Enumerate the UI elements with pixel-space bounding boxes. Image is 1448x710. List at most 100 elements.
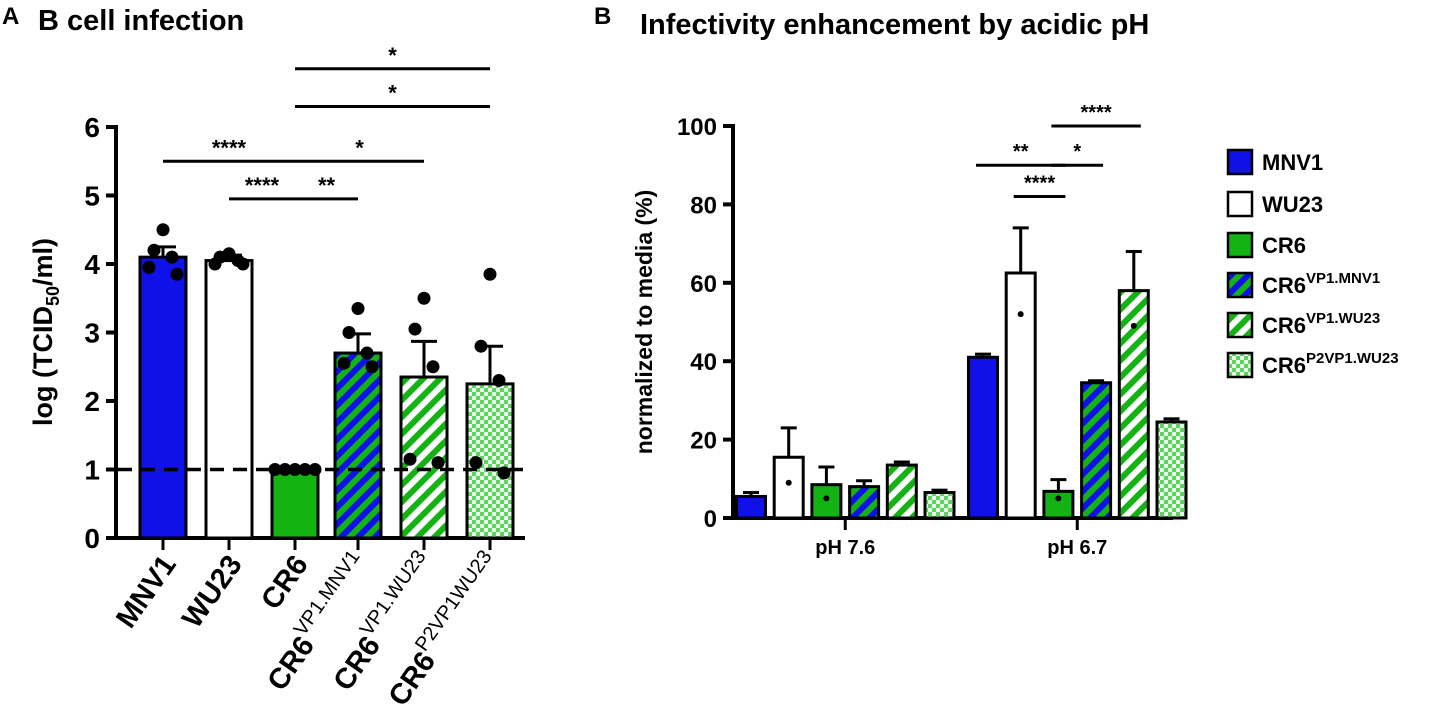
panel-a-data-point xyxy=(170,267,184,281)
panel-b-legend-base: WU23 xyxy=(1262,192,1323,217)
panel-a-data-point xyxy=(308,463,322,476)
panel-a-data-point xyxy=(497,466,511,480)
panel-b-ytick-label: 0 xyxy=(704,506,717,533)
panel-b-bar xyxy=(735,494,767,520)
panel-a-data-point xyxy=(351,302,365,316)
panel-b-bar xyxy=(1004,271,1037,520)
panel-b-legend-label: MNV1 xyxy=(1262,150,1323,175)
panel-a-category-base: CR6 xyxy=(261,631,320,697)
panel-b-data-point xyxy=(1130,322,1137,329)
panel-b-legend-swatch xyxy=(1226,311,1254,339)
panel-b-legend-swatch xyxy=(1226,271,1254,299)
panel-a-data-point xyxy=(431,456,445,470)
panel-a-data-point xyxy=(236,257,250,271)
panel-b-sig-label: **** xyxy=(1024,173,1055,195)
panel-b-letter: B xyxy=(594,3,611,30)
panel-b-ylabel: normalized to media (%) xyxy=(631,190,657,455)
panel-a-ytick-label: 2 xyxy=(84,386,100,417)
panel-b-legend-swatch xyxy=(1226,148,1254,176)
panel-a-ytick-label: 6 xyxy=(84,112,100,143)
panel-b-sig-label: * xyxy=(1073,141,1081,163)
panel-b-bar xyxy=(885,463,918,520)
panel-a-bar xyxy=(138,255,188,540)
panel-b-legend-base: MNV1 xyxy=(1262,150,1323,175)
panel-b-legend-label: CR6P2VP1.WU23 xyxy=(1262,350,1399,378)
panel-b-data-point xyxy=(785,479,792,486)
panel-b-data-point xyxy=(1017,311,1024,318)
panel-a-data-point xyxy=(142,260,156,274)
panel-a-data-point xyxy=(474,339,488,353)
panel-a-category-sup: VP1.WU23 xyxy=(356,546,431,640)
panel-b-bar xyxy=(848,485,881,520)
panel-a-data-point xyxy=(278,463,292,476)
panel-b-ytick-label: 20 xyxy=(690,428,717,455)
panel-b-bar xyxy=(1080,381,1113,520)
panel-b-bar xyxy=(967,355,999,520)
panel-b-ytick-label: 60 xyxy=(690,271,717,298)
panel-a-data-point xyxy=(483,267,497,281)
panel-a-category-label: MNV1 xyxy=(110,550,182,634)
panel-a-ylabel: log (TCID50/ml) xyxy=(28,238,63,426)
panel-b-legend-swatch xyxy=(1226,190,1254,218)
panel-a-sig-label: * xyxy=(388,43,397,68)
panel-a-ytick-label: 4 xyxy=(84,249,100,280)
panel-b-legend-sup: P2VP1.WU23 xyxy=(1306,350,1399,367)
panel-a-sig-label: * xyxy=(388,80,397,105)
panel-b-legend-swatch xyxy=(1226,231,1254,259)
panel-a-data-point xyxy=(408,322,422,336)
panel-a-bar xyxy=(333,351,383,540)
panel-b-bar xyxy=(1042,489,1075,520)
panel-b-sig-label: **** xyxy=(1081,102,1112,124)
panel-a-category-label: WU23 xyxy=(176,550,248,634)
panel-b-ytick-label: 40 xyxy=(690,349,717,376)
panel-a-data-point xyxy=(469,456,483,470)
panel-b-legend-base: CR6 xyxy=(1262,313,1306,338)
panel-b-title: Infectivity enhancement by acidic pH xyxy=(640,9,1149,41)
panel-a-data-point xyxy=(417,291,431,305)
panel-b-bar xyxy=(1155,420,1188,520)
panel-a-ytick-label: 0 xyxy=(84,523,100,554)
panel-a-bar xyxy=(204,259,254,540)
panel-a-category-base: CR6 xyxy=(383,646,442,710)
panel-a-data-point xyxy=(147,243,161,257)
panel-a-data-point xyxy=(426,360,440,374)
panel-a-data-point xyxy=(342,326,356,339)
panel-b-legend-base: CR6 xyxy=(1262,233,1306,258)
panel-b-legend-label: CR6VP1.WU23 xyxy=(1262,310,1380,338)
panel-a-sig-label: **** xyxy=(212,135,247,160)
panel-a-data-point xyxy=(208,257,222,271)
panel-a-sig-label: **** xyxy=(245,173,280,198)
panel-b-legend-swatch xyxy=(1226,351,1254,379)
panel-b-legend-sup: VP1.MNV1 xyxy=(1306,270,1380,287)
panel-b-bar xyxy=(772,455,805,520)
panel-b-data-point xyxy=(823,495,830,502)
panel-a-sig-label: * xyxy=(355,135,364,160)
panel-b-legend-base: CR6 xyxy=(1262,273,1306,298)
panel-b-bar xyxy=(923,491,956,520)
panel-a-data-point xyxy=(337,356,351,370)
panel-b-sig-label: ** xyxy=(1013,141,1029,163)
panel-a-data-point xyxy=(268,463,282,476)
panel-b-legend-label: CR6 xyxy=(1262,233,1306,258)
panel-b-legend-base: CR6 xyxy=(1262,353,1306,378)
panel-a-data-point xyxy=(360,346,374,360)
panel-a-category-base: WU23 xyxy=(176,550,248,634)
panel-a-category-base: MNV1 xyxy=(110,550,182,634)
panel-a-ylabel-suffix: /ml) xyxy=(28,238,58,286)
panel-a-ylabel-prefix: log (TCID xyxy=(28,306,58,426)
panel-a-ytick-label: 1 xyxy=(84,455,100,486)
panel-b-legend-sup: VP1.WU23 xyxy=(1306,310,1380,327)
panel-b-ytick-label: 100 xyxy=(677,114,717,141)
panel-b-data-point xyxy=(1055,495,1062,502)
panel-a-letter: A xyxy=(2,3,19,30)
panel-a-sig-label: ** xyxy=(318,173,336,198)
panel-a-category-base: CR6 xyxy=(327,631,386,697)
panel-a-data-point xyxy=(288,463,302,476)
panel-a-data-point xyxy=(365,360,379,374)
panel-a-bar xyxy=(270,468,320,540)
panel-b-legend-label: WU23 xyxy=(1262,192,1323,217)
panel-b-group-label: pH 6.7 xyxy=(1047,537,1107,559)
